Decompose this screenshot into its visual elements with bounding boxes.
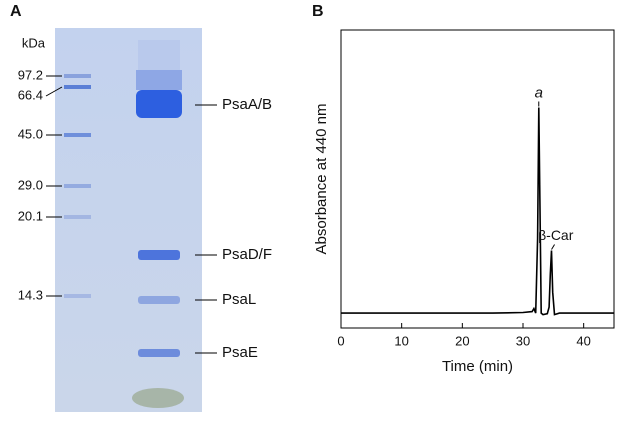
plot-frame bbox=[340, 29, 615, 329]
marker-label: 45.0 bbox=[18, 126, 43, 141]
panel-label: B bbox=[312, 3, 324, 20]
x-tick-label: 30 bbox=[516, 333, 530, 348]
annotation: β-Car bbox=[538, 227, 574, 243]
marker-label: 20.1 bbox=[18, 208, 43, 223]
band-label: PsaL bbox=[222, 291, 256, 308]
x-tick-label: 40 bbox=[576, 333, 590, 348]
x-tick-label: 0 bbox=[337, 333, 344, 348]
panel-label: A bbox=[10, 3, 22, 20]
annotation: a bbox=[535, 84, 543, 101]
x-tick-label: 10 bbox=[394, 333, 408, 348]
unit-label: kDa bbox=[22, 35, 46, 50]
band-label: PsaA/B bbox=[222, 96, 272, 113]
marker-label: 66.4 bbox=[18, 87, 43, 102]
marker-tick bbox=[45, 86, 63, 97]
marker-label: 29.0 bbox=[18, 177, 43, 192]
x-tick-label: 20 bbox=[455, 333, 469, 348]
marker-label: 97.2 bbox=[18, 67, 43, 82]
ladder-lane bbox=[64, 74, 91, 298]
band-label: PsaD/F bbox=[222, 246, 272, 263]
marker-label: 14.3 bbox=[18, 287, 43, 302]
line bbox=[341, 107, 614, 316]
band-label: PsaE bbox=[222, 344, 258, 361]
x-axis-label: Time (min) bbox=[442, 358, 513, 375]
annotation-line bbox=[551, 244, 555, 250]
sample-lane bbox=[132, 40, 184, 408]
y-axis-label: Absorbance at 440 nm bbox=[313, 104, 330, 255]
